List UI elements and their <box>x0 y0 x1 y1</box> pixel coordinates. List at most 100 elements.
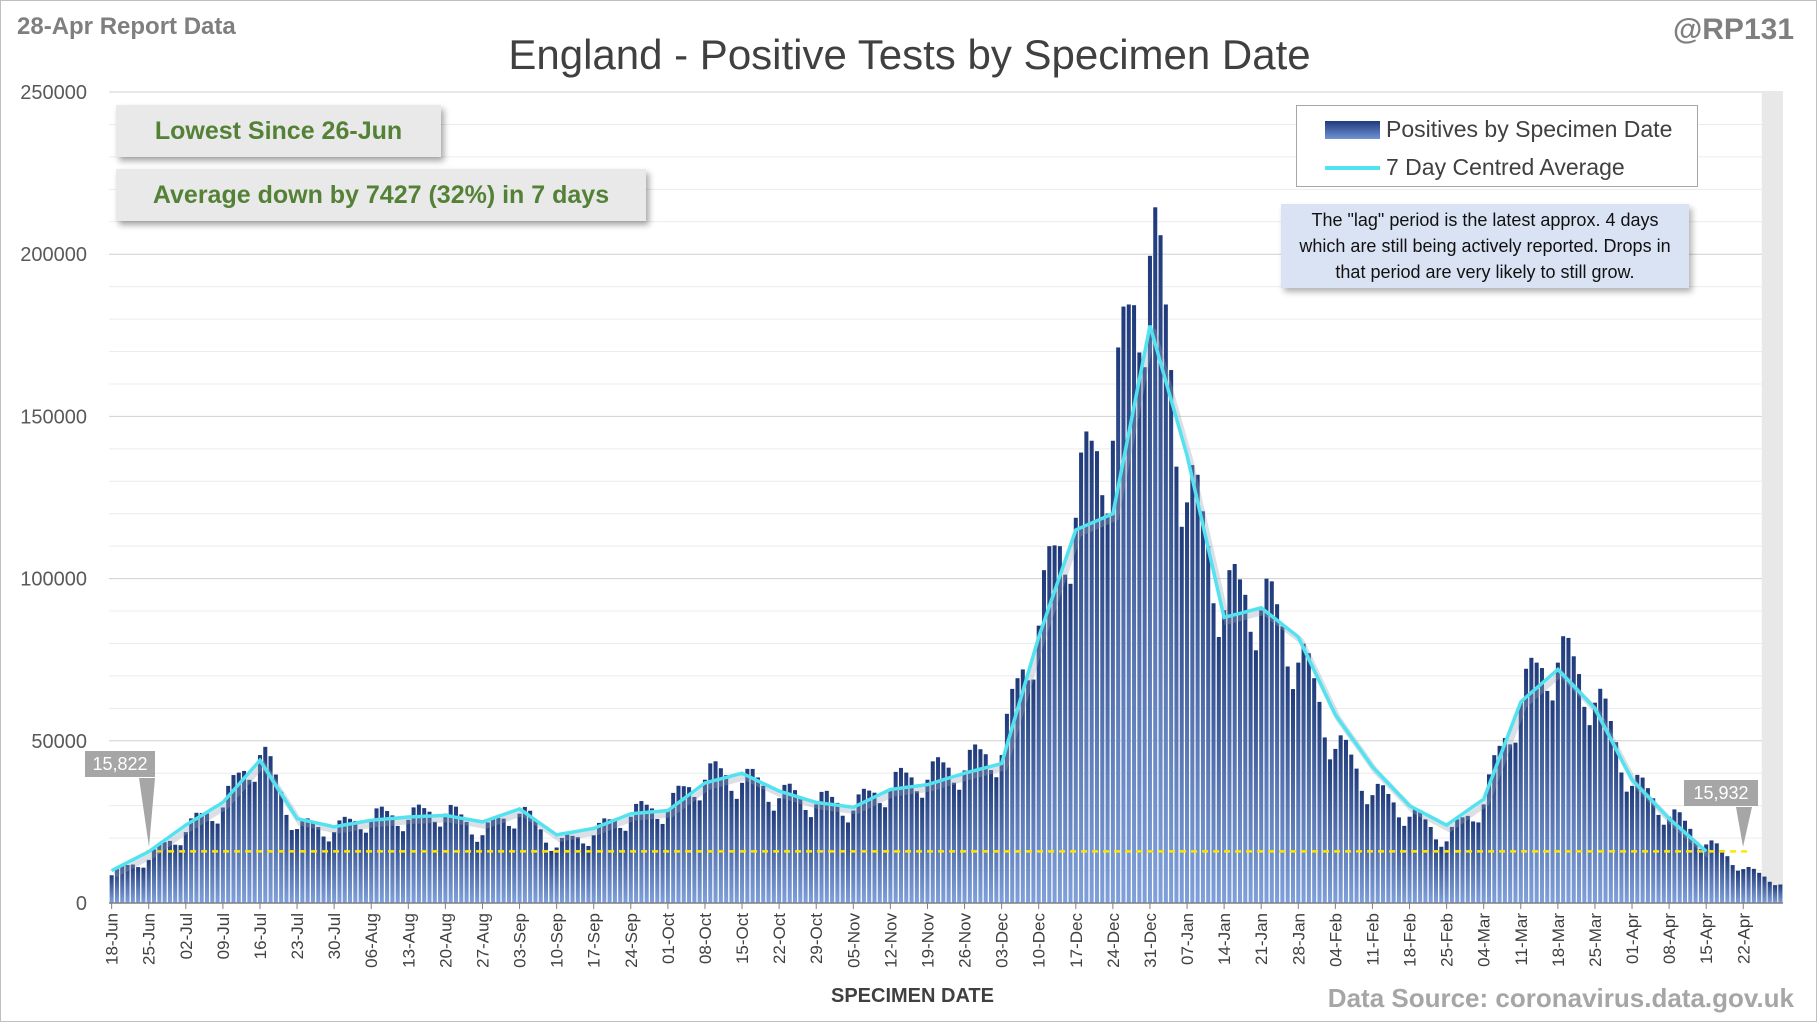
data-bar <box>1656 814 1661 903</box>
data-bar <box>1132 305 1137 904</box>
data-bar <box>1513 742 1518 903</box>
x-tick-label: 29-Oct <box>807 913 826 964</box>
data-bar <box>1232 564 1237 903</box>
data-bar <box>1137 352 1142 903</box>
data-bar <box>819 791 824 903</box>
data-bar <box>1147 255 1152 903</box>
x-tick-label: 17-Sep <box>585 913 604 968</box>
data-bar <box>1026 680 1031 903</box>
data-bar <box>1704 844 1709 903</box>
data-bar <box>316 826 321 903</box>
data-bar <box>1343 739 1348 903</box>
data-bar <box>1661 824 1666 903</box>
data-bar <box>941 762 946 903</box>
data-bar <box>1004 713 1009 903</box>
data-bar <box>337 820 342 903</box>
x-tick-label: 11-Feb <box>1363 913 1382 966</box>
data-bar <box>146 859 151 903</box>
data-bar <box>464 821 469 903</box>
data-bar <box>385 811 390 903</box>
data-bar <box>1539 668 1544 903</box>
data-bar <box>1608 721 1613 903</box>
data-bar <box>1773 885 1778 903</box>
data-bar <box>1688 828 1693 903</box>
legend-item-bars: Positives by Specimen Date <box>1325 116 1672 143</box>
data-bar <box>1041 570 1047 903</box>
data-bar <box>1603 698 1608 903</box>
data-bar <box>586 845 591 903</box>
data-bar <box>1714 843 1719 903</box>
data-bar <box>983 754 988 903</box>
data-bar <box>432 821 437 903</box>
legend-label-line: 7 Day Centred Average <box>1386 154 1625 180</box>
data-bar <box>1100 495 1105 903</box>
data-bar <box>1730 865 1735 903</box>
data-bar <box>740 782 745 903</box>
data-bar <box>1561 636 1566 903</box>
data-bar <box>1767 881 1772 903</box>
lag-note: The "lag" period is the latest approx. 4… <box>1281 204 1689 288</box>
data-bar <box>1381 785 1386 903</box>
data-bar <box>1116 347 1121 903</box>
data-bar <box>1126 304 1131 903</box>
end-marker-pointer <box>1736 807 1752 847</box>
data-bar <box>665 810 670 903</box>
data-bar <box>549 850 554 903</box>
data-bar <box>1190 465 1195 903</box>
data-bar <box>247 779 252 903</box>
data-bar <box>1672 809 1677 903</box>
data-bar <box>718 768 723 903</box>
data-bar <box>951 782 956 903</box>
data-bar <box>268 756 273 903</box>
data-bar <box>830 796 835 903</box>
data-bar <box>782 784 787 903</box>
data-bar <box>427 811 432 903</box>
data-bar <box>130 864 135 903</box>
data-bar <box>1063 574 1068 903</box>
data-bar <box>1317 701 1322 903</box>
x-tick-label: 31-Dec <box>1141 913 1160 968</box>
data-bar <box>607 819 612 903</box>
data-bar <box>300 819 305 903</box>
data-bar <box>1762 876 1767 903</box>
x-tick-label: 19-Nov <box>918 913 937 968</box>
data-bar <box>395 825 400 903</box>
data-bar <box>1645 788 1650 903</box>
data-bar <box>798 796 803 903</box>
report-date-label: 28-Apr Report Data <box>17 13 236 40</box>
data-bar <box>777 798 782 903</box>
data-bar <box>936 757 941 903</box>
x-tick-label: 03-Sep <box>511 913 530 968</box>
data-bar <box>1587 725 1592 903</box>
data-bar <box>1402 825 1407 903</box>
data-bar <box>1163 304 1168 903</box>
x-tick-label: 02-Jul <box>177 913 196 959</box>
data-bar <box>1640 777 1645 903</box>
x-tick-label: 15-Apr <box>1697 913 1716 964</box>
data-bar <box>851 810 856 903</box>
data-bar <box>114 868 119 903</box>
data-bar <box>416 804 421 903</box>
x-tick-label: 14-Jan <box>1215 913 1234 965</box>
data-bar <box>745 768 750 903</box>
data-bar <box>162 842 167 903</box>
data-bar <box>1407 816 1412 903</box>
data-bar <box>1444 841 1449 903</box>
data-bar <box>888 788 893 903</box>
data-bar <box>1047 546 1052 903</box>
data-bar <box>1550 700 1555 903</box>
x-tick-label: 21-Jan <box>1252 913 1271 965</box>
average-change-callout: Average down by 7427 (32%) in 7 days <box>116 169 646 221</box>
data-bar <box>1571 656 1576 903</box>
data-bar <box>321 836 326 903</box>
data-bar <box>724 775 729 903</box>
data-bar <box>1481 804 1486 903</box>
x-tick-label: 23-Jul <box>288 913 307 959</box>
data-bar <box>189 818 194 903</box>
data-bar <box>1020 669 1025 903</box>
data-bar <box>522 806 527 903</box>
data-bar <box>1142 367 1147 903</box>
data-bar <box>1465 815 1470 903</box>
data-bar <box>973 744 978 903</box>
data-bar <box>861 788 866 903</box>
